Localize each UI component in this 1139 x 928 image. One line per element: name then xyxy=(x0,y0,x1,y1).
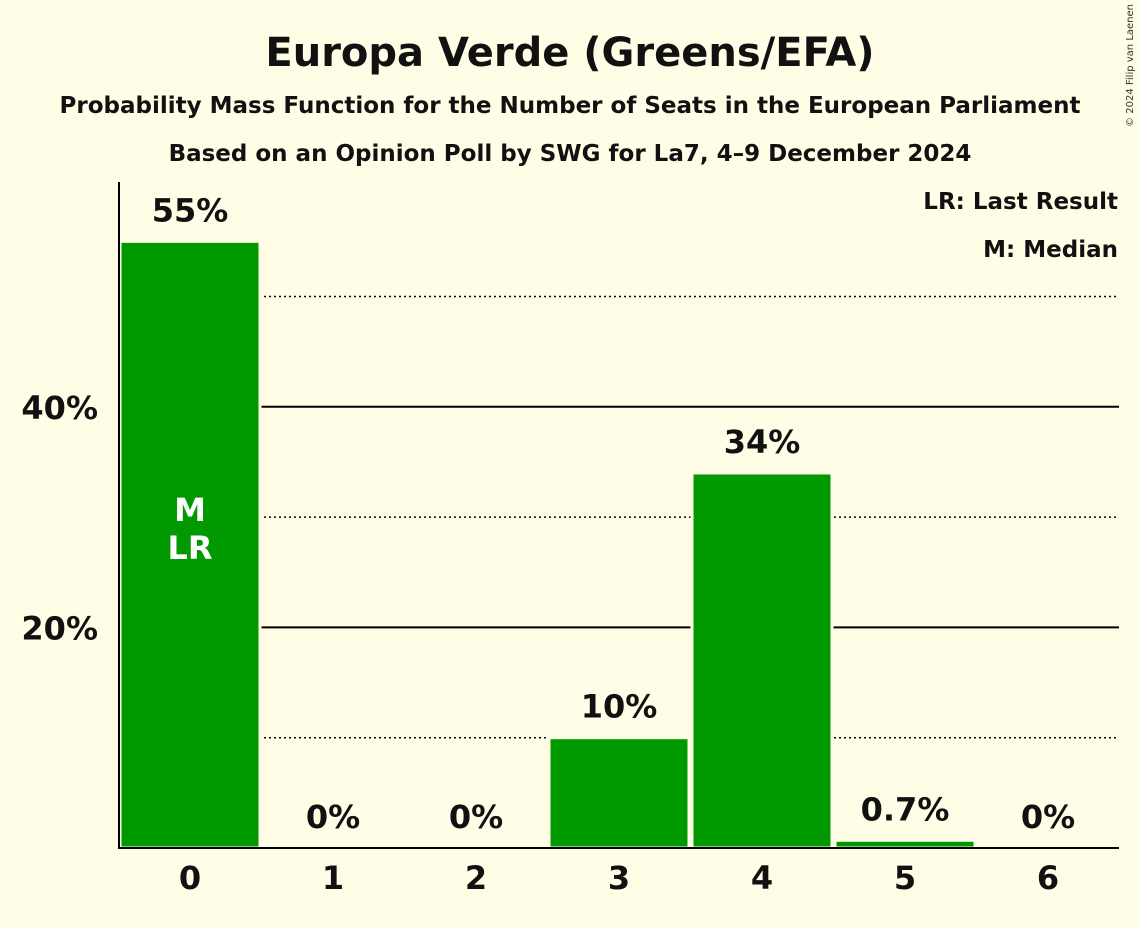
value-label-6: 0% xyxy=(1021,798,1075,836)
y-tick-label: 40% xyxy=(21,389,98,427)
x-tick-label-0: 0 xyxy=(179,859,201,897)
y-tick-labels: 20% 40% xyxy=(21,389,98,648)
last-result-marker: LR xyxy=(167,529,212,567)
legend-median: M: Median xyxy=(983,237,1118,263)
x-tick-label-1: 1 xyxy=(322,859,344,897)
bar-3 xyxy=(547,736,691,850)
bar-4 xyxy=(690,471,834,850)
gridlines xyxy=(119,295,1119,739)
copyright-notice: © 2024 Filip van Laenen xyxy=(1125,4,1136,127)
x-tick-labels: 0 1 2 3 4 5 6 xyxy=(179,859,1059,897)
bar-5 xyxy=(833,838,977,850)
value-labels: 55% 0% 0% 10% 34% 0.7% 0% MLR xyxy=(152,191,1075,836)
value-label-2: 0% xyxy=(449,798,503,836)
legend-last-result: LR: Last Result xyxy=(923,189,1118,215)
x-tick-label-2: 2 xyxy=(465,859,487,897)
value-label-0: 55% xyxy=(152,191,229,229)
bar-series xyxy=(118,239,977,850)
value-label-4: 34% xyxy=(724,423,801,461)
chart-subtitle: Probability Mass Function for the Number… xyxy=(60,93,1081,119)
chart-subtitle-2: Based on an Opinion Poll by SWG for La7,… xyxy=(169,141,972,167)
x-tick-label-5: 5 xyxy=(894,859,916,897)
chart-title: Europa Verde (Greens/EFA) xyxy=(265,30,874,76)
bar-0 xyxy=(118,239,262,850)
y-tick-label: 20% xyxy=(21,609,98,647)
x-tick-label-4: 4 xyxy=(751,859,773,897)
value-label-1: 0% xyxy=(306,798,360,836)
value-label-5: 0.7% xyxy=(861,790,950,828)
median-marker: M xyxy=(174,491,206,529)
value-label-3: 10% xyxy=(581,688,658,726)
x-tick-label-6: 6 xyxy=(1037,859,1059,897)
x-tick-label-3: 3 xyxy=(608,859,630,897)
